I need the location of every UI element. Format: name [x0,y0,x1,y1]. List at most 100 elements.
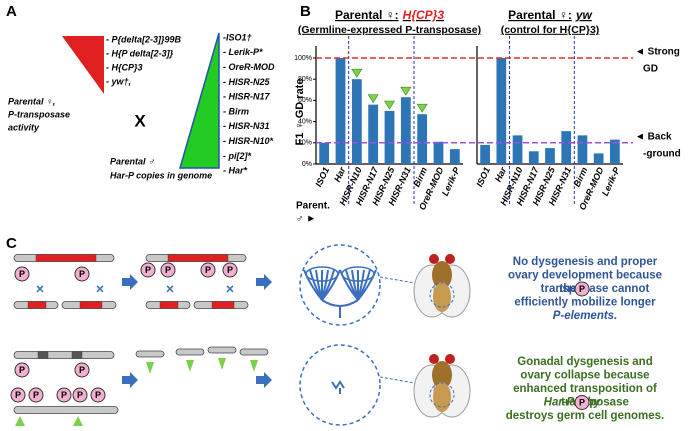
broken-chromosome [239,348,269,356]
highlight-marker [367,94,379,104]
caption-line: destroys germ cell genomes. [506,410,665,422]
ovariole [357,269,377,301]
x-tick-label: Har [332,165,348,183]
p-transposase [56,387,72,403]
p-transposase [574,395,590,410]
title-highlight: yw [575,8,593,22]
bar [449,149,460,164]
male-strain: - HISR-N31 [223,121,270,131]
x-tick-label: ISO1 [313,166,331,189]
bar [561,131,572,164]
p-symbol: P [579,284,585,294]
title-text: Parental ♀: [335,8,399,22]
female-caption: P-transposase [8,109,70,119]
bar [593,153,604,164]
y-tick-label: 20% [298,140,312,147]
p-element [79,301,103,309]
p-element [71,351,83,359]
block-mark: × [36,281,44,297]
green-wedge [179,32,220,169]
bar [433,141,444,164]
fly-body [432,361,452,389]
broken-chromosome [175,348,205,356]
p-symbol: P [61,390,67,400]
p-element [35,254,97,262]
block-mark: × [96,281,104,297]
insertion [218,358,226,370]
chromosome [13,406,119,414]
fly-eye [429,354,439,364]
reference-label: ◄ Strong [635,47,680,58]
p-transposase [10,387,26,403]
y-tick-label: 80% [298,76,312,83]
bar [496,58,507,164]
bar [368,104,379,164]
p-symbol: P [33,390,39,400]
arrow [256,274,272,290]
male-strain: - HISR-N10* [223,136,274,146]
bar [577,135,588,164]
y-tick-label: 0% [302,161,312,168]
p-transposase [74,362,90,378]
red-wedge [62,36,104,94]
x-caption: ♂ ► [296,214,316,225]
block-mark: × [226,281,234,297]
p-symbol: P [79,365,85,375]
fly-abdomen [433,382,451,412]
p-transposase [200,262,216,278]
male-strain: - pi[2]* [223,151,251,161]
zoom-circle [299,244,381,326]
highlight-marker [416,103,428,113]
caption-line: P-elements. [553,310,618,322]
bar [417,114,428,164]
male-strain: - HISR-N17 [223,92,271,102]
female-strain: - H{P delta[2-3]} [106,48,174,58]
bar [384,111,395,164]
female-strain: - yw†, [106,76,131,86]
p-symbol: P [165,265,171,275]
male-caption: Har-P copies in genome [110,170,212,180]
insertion [186,360,194,372]
caption-line: enhanced transposition of [513,383,657,395]
bar [610,139,620,164]
panel-label: C [6,235,17,252]
p-element [167,254,229,262]
bar [512,135,523,164]
p-element [159,301,179,309]
insertion [73,416,83,426]
panel-label: A [6,3,17,20]
caption-line: ovary collapse because [520,370,649,382]
p-transposase [574,281,590,297]
fly-eye [445,354,455,364]
male-strain: - OreR-MOD [223,62,275,72]
insertion [15,416,25,426]
collapsed-ovary [331,380,345,394]
reference-label: ◄ Back [635,131,672,142]
broken-chromosome [207,346,237,354]
x-tick-label: Har [493,165,509,183]
diagram: P P× ×P P P P× ×P PP P P P PNo dysgenesis and prope… [10,244,665,426]
ovary [341,266,375,282]
p-transposase [14,362,30,378]
title-text: Parental ♀: [508,8,572,22]
arrow [256,372,272,388]
insertion [250,360,258,372]
p-symbol: P [145,265,151,275]
bar [351,79,362,164]
p-symbol: P [205,265,211,275]
p-transposase [160,262,176,278]
bar [545,148,555,164]
caption-line: transposase cannot [541,283,650,295]
bar [480,144,490,164]
ovariole [321,269,341,301]
broken-chromosome [135,350,165,358]
caption-line: transposase [561,397,629,409]
caption-line: ovary development because [508,270,662,282]
zoom-circle [429,282,455,308]
p-symbol: P [19,269,25,279]
p-transposase [14,266,30,282]
p-transposase [74,266,90,282]
p-symbol: P [77,390,83,400]
y-tick-label: 100% [294,55,312,62]
